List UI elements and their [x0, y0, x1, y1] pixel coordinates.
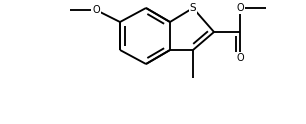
Text: O: O: [92, 5, 100, 15]
Text: O: O: [236, 53, 244, 63]
Text: S: S: [190, 3, 196, 13]
Text: O: O: [236, 3, 244, 13]
